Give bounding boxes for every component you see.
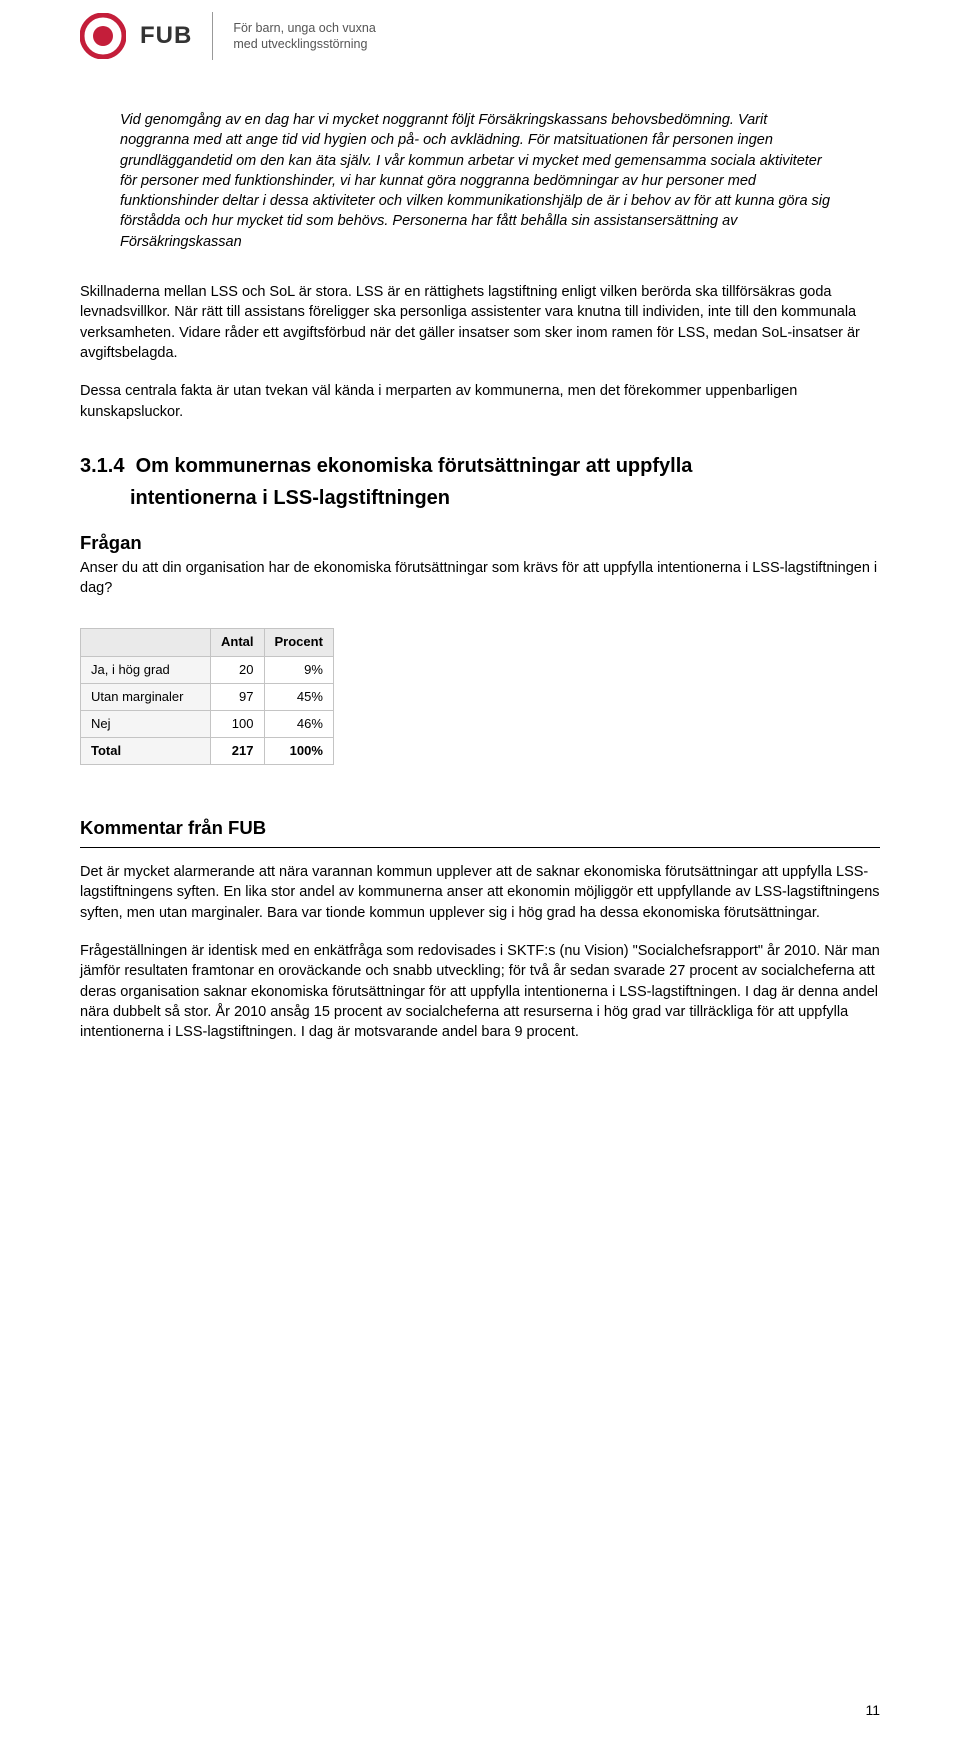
body-paragraph-1: Skillnaderna mellan LSS och SoL är stora… — [80, 282, 880, 363]
header-tagline: För barn, unga och vuxna med utvecklings… — [233, 20, 375, 53]
table-cell-label: Nej — [81, 710, 211, 737]
table-cell-antal: 20 — [211, 656, 265, 683]
table-cell-procent: 9% — [264, 656, 333, 683]
results-table-wrap: Antal Procent Ja, i hög grad 20 9% Utan … — [80, 628, 880, 765]
section-title-line1: Om kommunernas ekonomiska förutsättninga… — [136, 455, 693, 477]
tagline-line-2: med utvecklingsstörning — [233, 36, 375, 52]
table-row-total: Total 217 100% — [81, 738, 334, 765]
section-divider — [80, 847, 880, 848]
page-number: 11 — [865, 1701, 880, 1721]
table-cell-procent: 100% — [264, 738, 333, 765]
logo-text: FUB — [140, 19, 192, 53]
section-number: 3.1.4 — [80, 455, 124, 477]
table-row: Utan marginaler 97 45% — [81, 683, 334, 710]
table-header-row: Antal Procent — [81, 629, 334, 656]
kommentar-paragraph-2: Frågeställningen är identisk med en enkä… — [80, 941, 880, 1042]
kommentar-label: Kommentar från FUB — [80, 815, 880, 841]
table-cell-label: Utan marginaler — [81, 683, 211, 710]
header-divider — [212, 12, 213, 60]
fragan-text: Anser du att din organisation har de eko… — [80, 558, 880, 599]
section-heading: 3.1.4 Om kommunernas ekonomiska förutsät… — [80, 452, 880, 480]
table-cell-antal: 217 — [211, 738, 265, 765]
table-cell-procent: 46% — [264, 710, 333, 737]
table-row: Nej 100 46% — [81, 710, 334, 737]
page-header: FUB För barn, unga och vuxna med utveckl… — [80, 12, 880, 60]
tagline-line-1: För barn, unga och vuxna — [233, 20, 375, 36]
document-page: FUB För barn, unga och vuxna med utveckl… — [0, 0, 960, 1741]
table-row: Ja, i hög grad 20 9% — [81, 656, 334, 683]
results-table: Antal Procent Ja, i hög grad 20 9% Utan … — [80, 628, 334, 765]
fragan-label: Frågan — [80, 530, 880, 556]
table-cell-procent: 45% — [264, 683, 333, 710]
table-header-antal: Antal — [211, 629, 265, 656]
table-cell-label: Ja, i hög grad — [81, 656, 211, 683]
table-header-blank — [81, 629, 211, 656]
table-cell-antal: 100 — [211, 710, 265, 737]
quote-block: Vid genomgång av en dag har vi mycket no… — [120, 110, 880, 252]
table-cell-antal: 97 — [211, 683, 265, 710]
table-cell-label: Total — [81, 738, 211, 765]
section-title-line2: intentionerna i LSS-lagstiftningen — [130, 484, 880, 512]
fub-logo-icon — [80, 13, 126, 59]
table-header-procent: Procent — [264, 629, 333, 656]
body-paragraph-2: Dessa centrala fakta är utan tvekan väl … — [80, 381, 880, 422]
kommentar-paragraph-1: Det är mycket alarmerande att nära varan… — [80, 862, 880, 923]
